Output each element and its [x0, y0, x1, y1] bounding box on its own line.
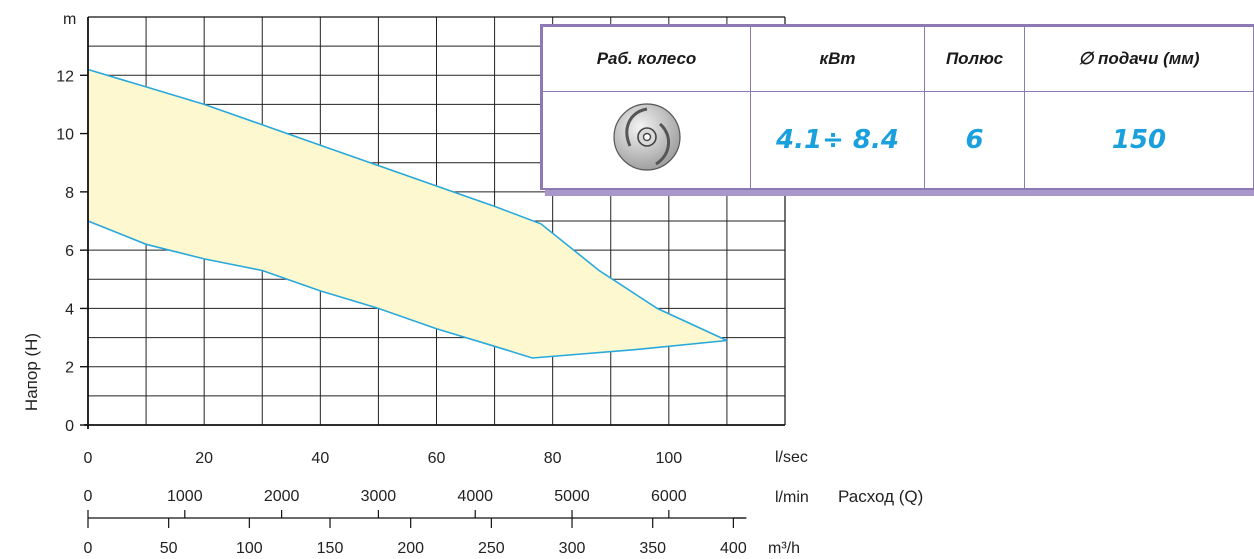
outlet-value: 150: [1024, 91, 1254, 189]
x-tick-label-lsec: 20: [195, 450, 213, 467]
y-axis-ticks: 0 2 4 6 8 10 12: [56, 68, 88, 435]
x-tick-label-lsec: 100: [655, 450, 682, 467]
x-tick-label-m3h: 50: [160, 540, 178, 557]
x-tick-label-lsec: 0: [84, 450, 93, 467]
x-tick-label-m3h: 300: [559, 540, 586, 557]
y-tick-label: 4: [65, 301, 74, 318]
x-tick-label-lsec: 80: [544, 450, 562, 467]
spec-table: Раб. колесо кВт Полюс ∅ подачи (мм): [540, 24, 1254, 190]
x-tick-label-lmin: 3000: [361, 488, 397, 505]
x-tick-label-lmin: 5000: [554, 488, 590, 505]
x-unit-lmin: l/min: [775, 489, 809, 506]
y-axis-title: Напор (H): [22, 333, 41, 411]
x-tick-label-m3h: 0: [84, 540, 93, 557]
y-unit-label: m: [63, 11, 76, 28]
x-tick-label-m3h: 100: [236, 540, 263, 557]
y-tick-label: 0: [65, 418, 74, 435]
operating-range-area: [88, 69, 727, 358]
poles-value: 6: [924, 91, 1025, 189]
x-tick-label-m3h: 150: [317, 540, 344, 557]
header-power: кВт: [750, 26, 925, 92]
x-tick-label-lmin: 1000: [167, 488, 203, 505]
header-outlet: ∅ подачи (мм): [1024, 26, 1254, 92]
impeller-icon: [612, 102, 681, 171]
power-value: 4.1÷ 8.4: [750, 91, 925, 189]
x-tick-label-m3h: 250: [478, 540, 505, 557]
lower-curve: [87, 220, 727, 359]
impeller-cell: [542, 91, 751, 189]
x-tick-label-m3h: 200: [397, 540, 424, 557]
x-tick-label-lmin: 0: [84, 488, 93, 505]
y-tick-label: 6: [65, 243, 74, 260]
x-tick-label-lmin: 2000: [264, 488, 300, 505]
y-tick-label: 8: [65, 185, 74, 202]
header-impeller: Раб. колесо: [542, 26, 751, 92]
y-tick-label: 10: [56, 127, 74, 144]
upper-curve: [87, 68, 728, 342]
x-tick-label-lsec: 60: [428, 450, 446, 467]
x-unit-lsec: l/sec: [775, 449, 808, 466]
plot-frame: [84, 16, 786, 429]
x-tick-label-lmin: 6000: [651, 488, 687, 505]
x-axis-title: Расход (Q): [838, 487, 923, 506]
header-poles: Полюс: [924, 26, 1025, 92]
x-tick-label-lsec: 40: [311, 450, 329, 467]
x-tick-label-lmin: 4000: [457, 488, 493, 505]
x-unit-m3h: m³/h: [768, 540, 800, 557]
x-tick-label-m3h: 400: [720, 540, 747, 557]
x-tick-label-m3h: 350: [639, 540, 666, 557]
y-tick-label: 2: [65, 360, 74, 377]
y-tick-label: 12: [56, 68, 74, 85]
